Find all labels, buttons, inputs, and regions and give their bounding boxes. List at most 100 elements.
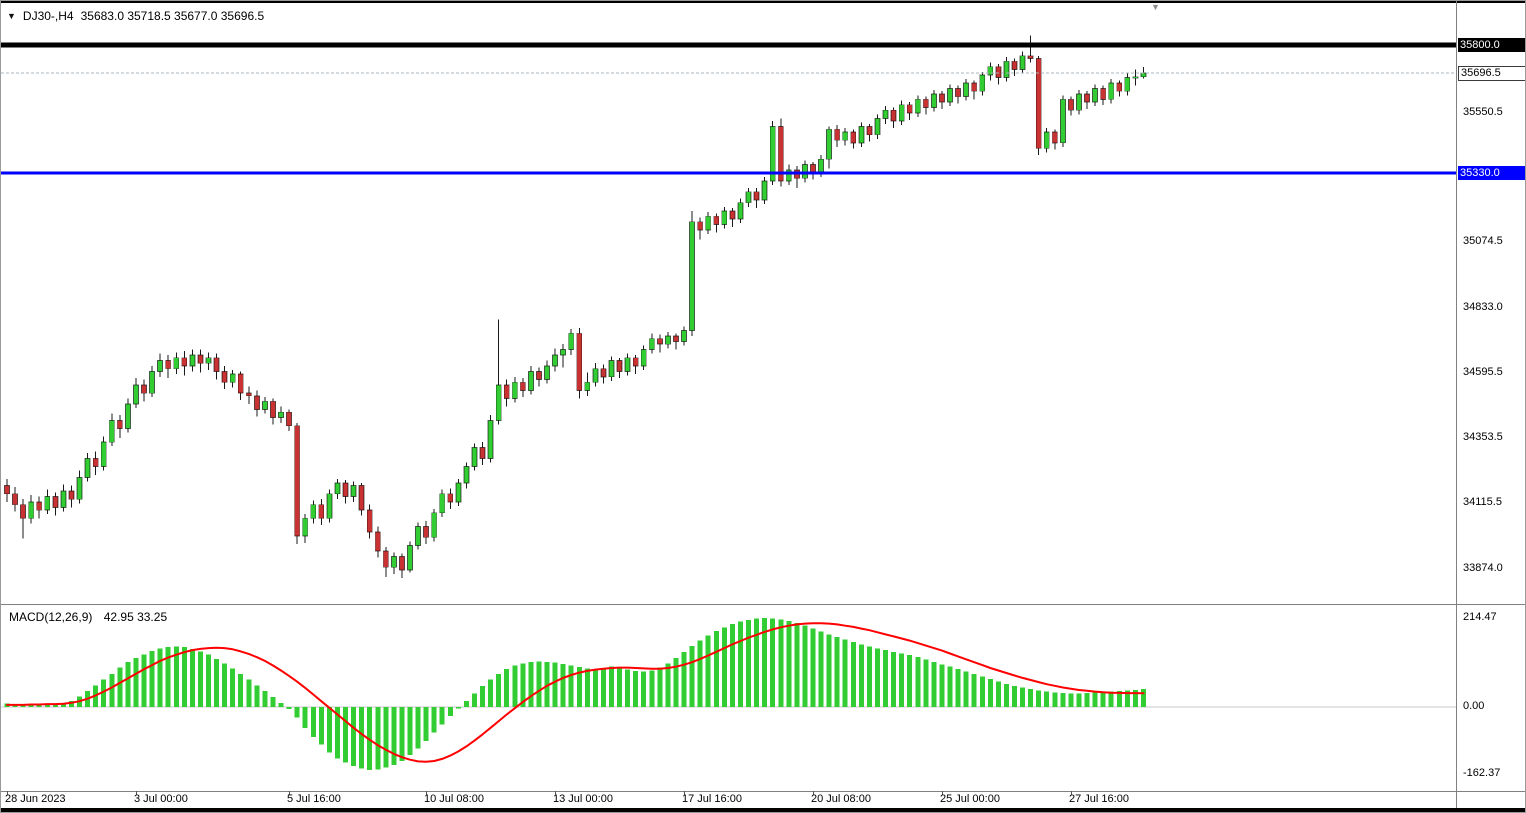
macd-histogram-bar	[786, 621, 792, 707]
bear-candle	[850, 131, 857, 144]
macd-histogram-bar	[214, 658, 220, 707]
bull-candle	[737, 202, 744, 220]
macd-histogram-bar	[923, 659, 929, 707]
ohlc-values-label: 35683.0 35718.5 35677.0 35696.5	[80, 9, 265, 23]
bull-candle	[100, 441, 107, 467]
time-axis-label: 3 Jul 00:00	[134, 793, 188, 805]
macd-histogram-bar	[600, 668, 606, 707]
macd-histogram-bar	[109, 673, 115, 707]
hline-price-tag[interactable]: 35800.0	[1458, 38, 1525, 52]
price-axis-label: 35074.5	[1463, 235, 1503, 247]
bull-candle	[947, 88, 953, 103]
bear-candle	[92, 458, 99, 467]
macd-histogram-bar	[641, 671, 647, 707]
macd-histogram-bar	[971, 674, 977, 707]
macd-histogram-bar	[359, 707, 365, 769]
macd-histogram-bar	[649, 670, 655, 707]
bear-candle	[1068, 98, 1074, 111]
bull-candle	[415, 526, 421, 546]
horizontal-line[interactable]	[1, 42, 1456, 48]
macd-histogram-bar	[1036, 690, 1042, 707]
bear-candle	[519, 381, 526, 391]
macd-histogram-bar	[463, 701, 469, 707]
macd-histogram-bar	[963, 671, 969, 707]
bear-candle	[536, 371, 542, 380]
bear-candle	[777, 126, 784, 182]
bull-candle	[979, 74, 986, 92]
price-chart[interactable]	[1, 1, 1456, 604]
bear-candle	[374, 531, 381, 552]
macd-histogram-bar	[512, 665, 518, 707]
bull-candle	[439, 493, 446, 514]
bull-candle	[648, 338, 655, 350]
bull-candle	[1060, 98, 1066, 144]
bull-candle	[487, 420, 494, 459]
macd-histogram-bar	[399, 707, 405, 761]
macd-histogram-bar	[149, 651, 155, 707]
bear-candle	[1027, 55, 1034, 59]
bull-candle	[391, 556, 397, 568]
macd-histogram-bar	[318, 707, 324, 745]
macd-histogram-bar	[125, 662, 131, 707]
symbol-dropdown-icon[interactable]: ▼	[7, 10, 16, 21]
macd-histogram-bar	[794, 623, 800, 707]
macd-histogram-bar	[625, 669, 631, 707]
bull-candle	[987, 66, 994, 76]
time-axis-tick	[1071, 791, 1072, 795]
macd-histogram-bar	[254, 685, 260, 707]
window-bottom-edge	[1, 808, 1525, 812]
price-axis-label: 35550.5	[1463, 106, 1503, 118]
bear-candle	[399, 556, 405, 571]
macd-histogram-bar	[544, 661, 550, 707]
macd-chart[interactable]	[1, 604, 1456, 791]
bull-candle	[1124, 77, 1131, 92]
macd-histogram-bar	[230, 668, 236, 707]
bull-candle	[1140, 72, 1147, 78]
horizontal-line[interactable]	[1, 171, 1456, 175]
bear-candle	[382, 550, 389, 568]
macd-histogram-bar	[165, 646, 171, 707]
bull-candle	[511, 381, 518, 399]
macd-histogram-bar	[754, 618, 760, 707]
chart-scroll-marker-icon[interactable]: ▼	[1151, 2, 1160, 12]
macd-histogram-bar	[1141, 689, 1146, 707]
macd-histogram-bar	[842, 639, 848, 707]
bear-candle	[922, 98, 929, 108]
time-axis-tick	[426, 791, 427, 795]
price-axis[interactable]: 35550.5 35074.5 34833.0 34595.5 34353.5 34115…	[1457, 1, 1525, 808]
macd-histogram-bar	[568, 665, 574, 707]
bear-candle	[1100, 88, 1107, 100]
bear-candle	[68, 490, 75, 500]
macd-histogram-bar	[472, 693, 477, 707]
pane-separator[interactable]	[1, 604, 1525, 605]
bull-candle	[173, 357, 180, 370]
macd-histogram-bar	[262, 691, 268, 707]
bear-candle	[447, 493, 454, 503]
bull-candle	[584, 381, 591, 391]
time-axis-tick	[136, 791, 137, 795]
time-axis[interactable]: 28 Jun 2023 3 Jul 00:00 5 Jul 16:00 10 Jul …	[1, 791, 1456, 808]
hline-price-tag[interactable]: 35330.0	[1458, 166, 1525, 180]
bear-candle	[866, 126, 873, 136]
macd-histogram-bar	[536, 661, 542, 707]
macd-histogram-bar	[1003, 683, 1009, 707]
time-axis-label: 13 Jul 00:00	[553, 793, 613, 805]
macd-histogram-bar	[665, 663, 671, 707]
bear-candle	[503, 384, 510, 399]
macd-histogram-bar	[343, 707, 348, 763]
macd-histogram-bar	[375, 707, 381, 770]
bear-candle	[995, 66, 1002, 78]
bear-candle	[673, 335, 679, 342]
macd-histogram-bar	[883, 650, 888, 707]
window-top-edge	[1, 1, 1525, 3]
bull-candle	[858, 126, 865, 144]
macd-histogram-bar	[850, 641, 856, 707]
macd-histogram-bar	[705, 635, 711, 707]
time-axis-tick	[942, 791, 943, 795]
bull-candle	[721, 210, 728, 225]
bull-candle	[1019, 55, 1026, 70]
macd-histogram-bar	[834, 636, 840, 707]
bull-candle	[931, 93, 937, 108]
bull-candle	[745, 191, 752, 204]
